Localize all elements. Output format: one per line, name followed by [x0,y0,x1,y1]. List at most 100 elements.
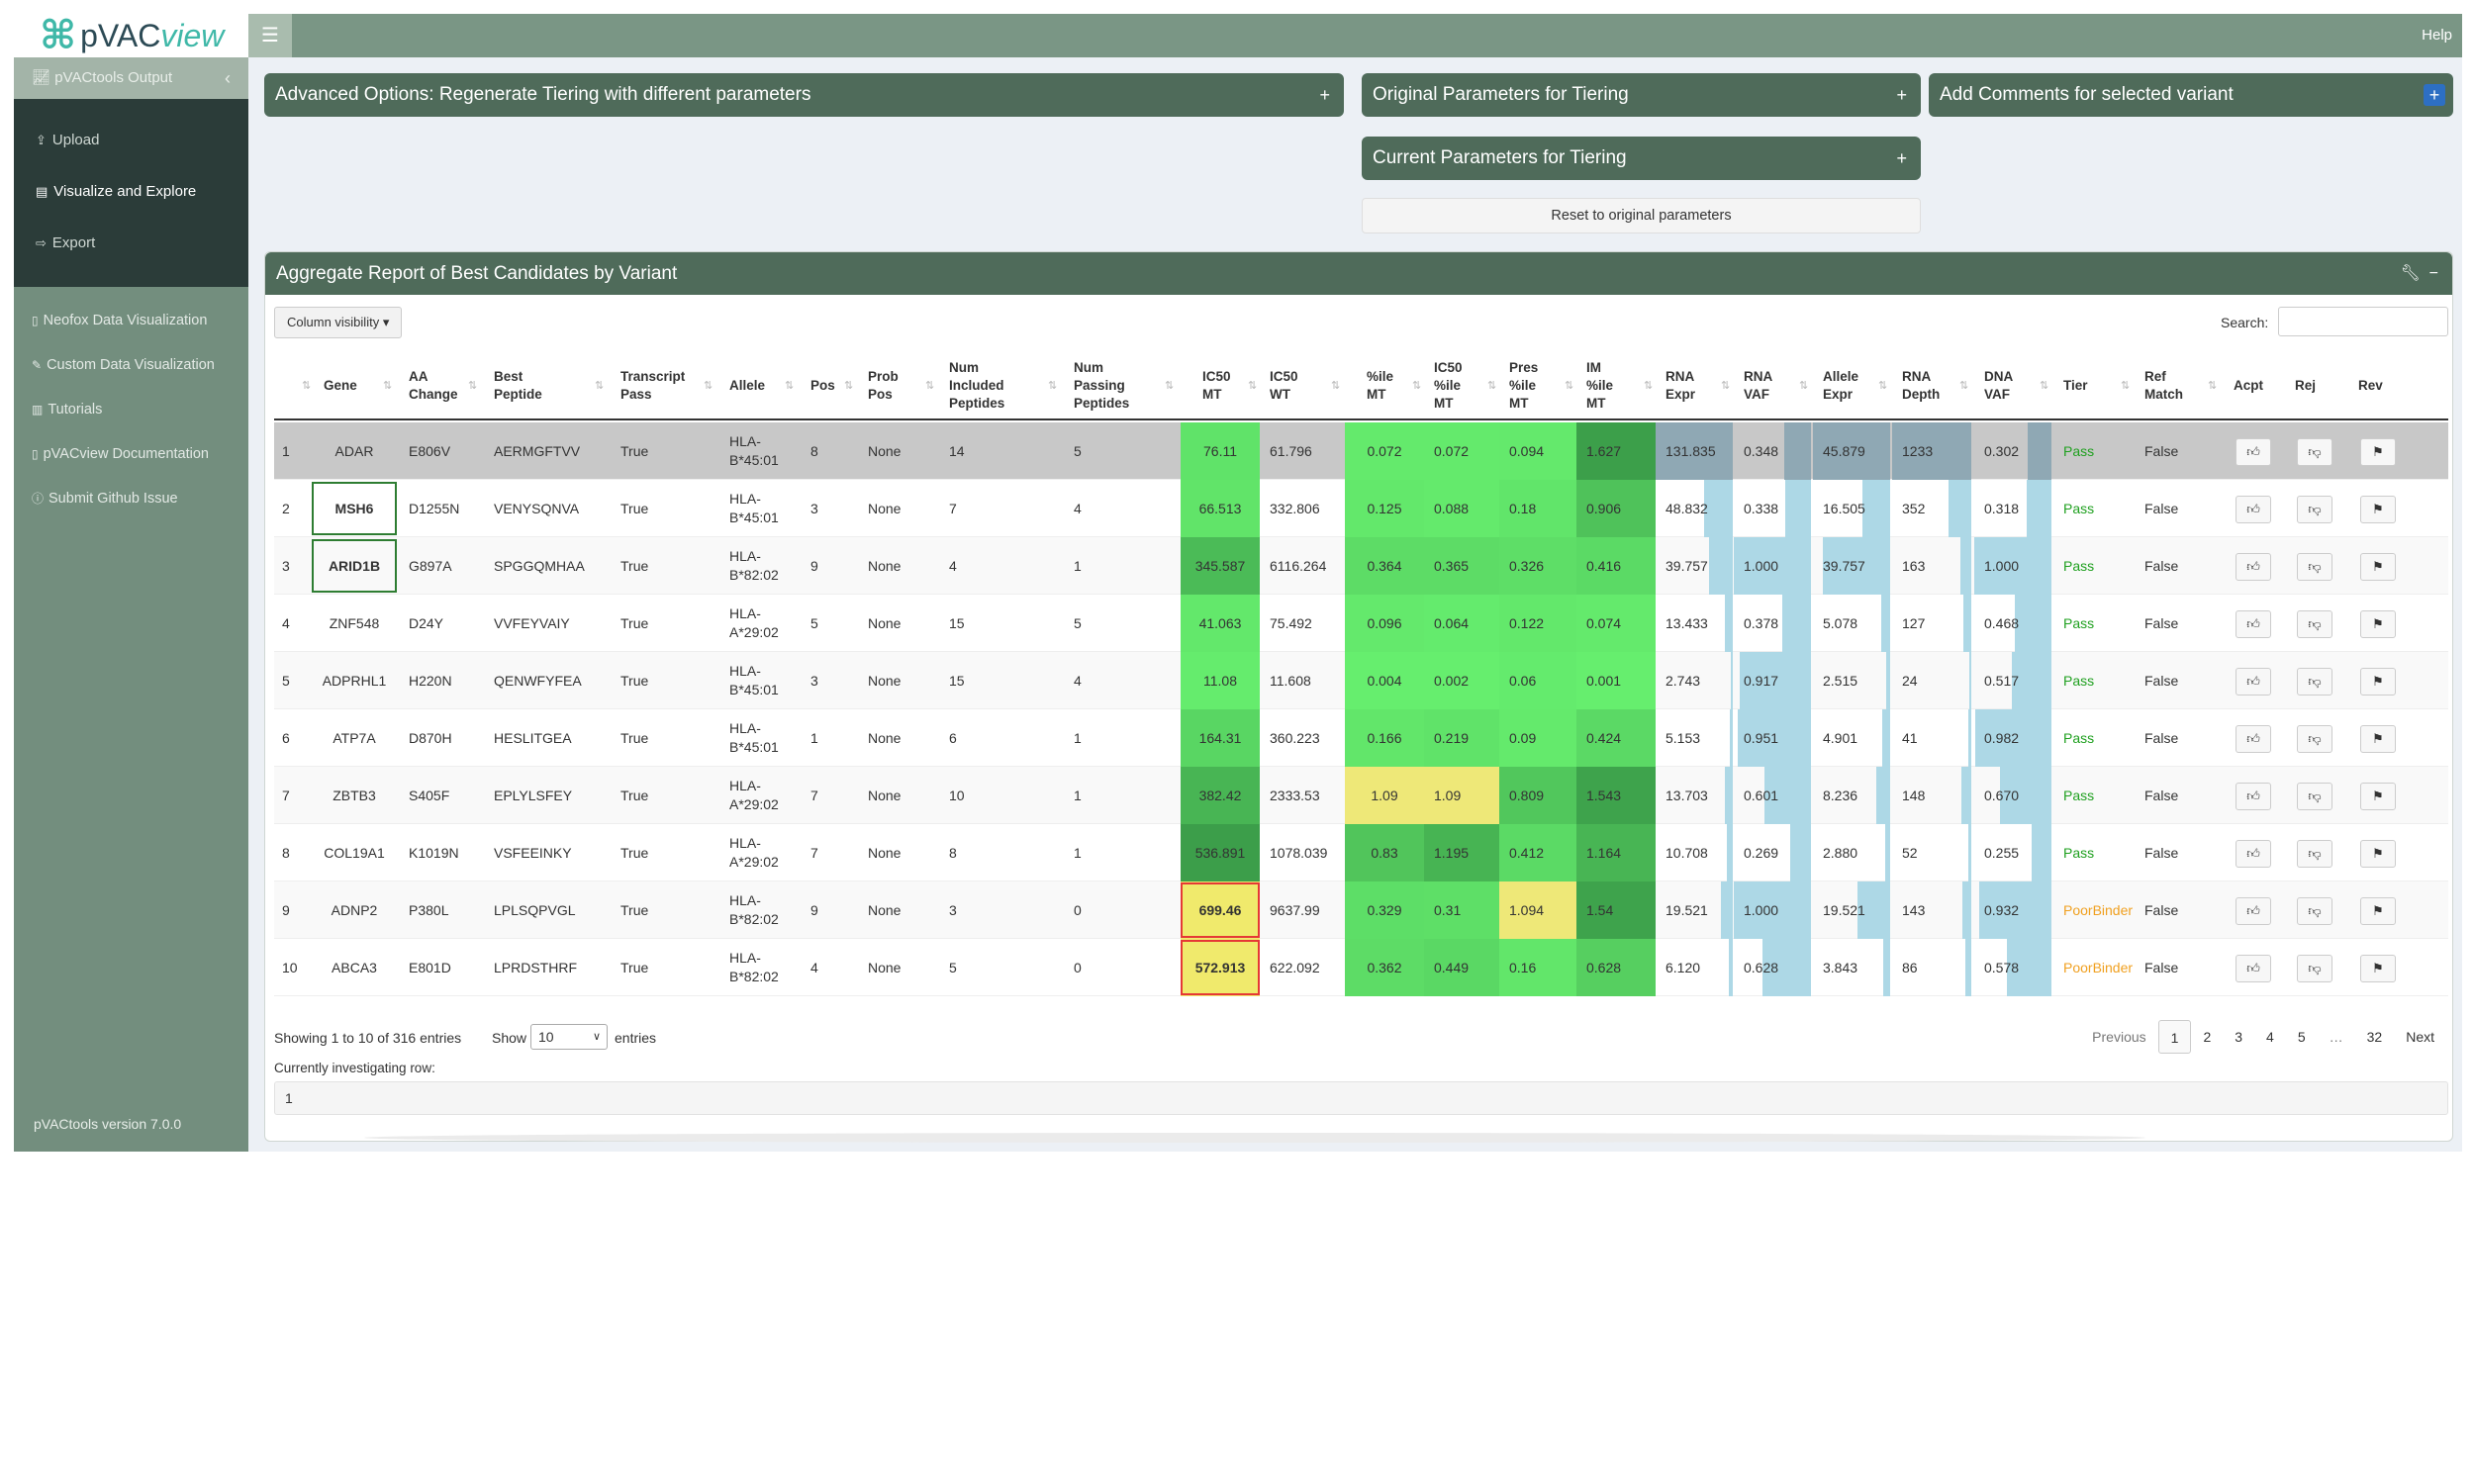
column-header-pctmt[interactable]: %ile MT [1367,351,1432,420]
reject-button[interactable]: 👎︎ [2297,840,2332,868]
table-row[interactable]: 9 ADNP2 P380L LPLSQPVGL True HLA- B*82:02 9 Non… [274,881,2448,939]
sort-icon[interactable]: ⇅ [1331,380,1341,392]
reject-button[interactable]: 👎︎ [2297,955,2332,982]
column-visibility-button[interactable]: Column visibility ▾ [274,307,403,338]
sort-icon[interactable]: ⇅ [468,380,478,392]
sort-icon[interactable]: ⇅ [704,380,714,392]
sort-icon[interactable]: ⇅ [1412,380,1422,392]
table-row[interactable]: 10 ABCA3 E801D LPRDSTHRF True HLA- B*82:02 4 No… [274,939,2448,996]
table-row[interactable]: 8 COL19A1 K1019N VSFEEINKY True HLA- A*29:02 7… [274,824,2448,881]
table-row[interactable]: 1 ADAR E806V AERMGFTVV True HLA- B*45:01 8 None… [274,422,2448,480]
plus-icon[interactable]: + [1896,148,1907,168]
column-header-alleleexpr[interactable]: Allele Expr [1823,351,1886,420]
entries-select[interactable]: 10 ∨ [530,1024,608,1050]
accept-button[interactable]: 👍︎ [2236,553,2271,581]
column-header-pos[interactable]: Pos [810,351,852,420]
review-button[interactable]: ⚑ [2360,553,2396,581]
accept-button[interactable]: 👍︎ [2236,610,2271,638]
reject-button[interactable]: 👎︎ [2297,553,2332,581]
column-header-ic50wt[interactable]: IC50 WT [1270,351,1339,420]
sort-icon[interactable]: ⇅ [1048,380,1058,392]
sort-icon[interactable]: ⇅ [785,380,795,392]
previous-page-button[interactable]: Previous [2092,1029,2146,1045]
plus-icon[interactable]: + [2424,84,2445,106]
reset-parameters-button[interactable]: Reset to original parameters [1362,198,1921,233]
sort-icon[interactable]: ⇅ [925,380,935,392]
sort-icon[interactable]: ⇅ [595,380,605,392]
accept-button[interactable]: 👍︎ [2236,783,2271,810]
page-button-32[interactable]: 32 [2366,1029,2383,1045]
column-header-rej[interactable]: Rej [2295,351,2340,420]
column-header-gene[interactable]: Gene [324,351,391,420]
sidebar-link-docs[interactable]: ▯ pVACview Documentation [14,430,248,475]
review-button[interactable]: ⚑ [2360,897,2396,925]
review-button[interactable]: ⚑ [2360,840,2396,868]
page-button-4[interactable]: 4 [2266,1029,2274,1045]
page-button-2[interactable]: 2 [2203,1029,2212,1045]
column-header-ic50pct[interactable]: IC50 %ile MT [1434,351,1495,420]
column-header-dnavaf[interactable]: DNA VAF [1984,351,2047,420]
sort-icon[interactable]: ⇅ [2040,380,2049,392]
table-row[interactable]: 5 ADPRHL1 H220N QENWFYFEA True HLA- B*45:01 3 N… [274,652,2448,709]
next-page-button[interactable]: Next [2406,1029,2434,1045]
column-header-acpt[interactable]: Acpt [2234,351,2277,420]
reject-button[interactable]: 👎︎ [2297,496,2332,523]
review-button[interactable]: ⚑ [2360,783,2396,810]
sort-icon[interactable]: ⇅ [1644,380,1654,392]
sidebar-link-custom[interactable]: ✎ Custom Data Visualization [14,341,248,386]
sort-icon[interactable]: ⇅ [1565,380,1574,392]
column-header-refmatch[interactable]: Ref Match [2144,351,2216,420]
collapse-icon[interactable]: − [2428,265,2438,282]
sort-icon[interactable]: ⇅ [1959,380,1969,392]
sort-icon[interactable]: ⇅ [1248,380,1258,392]
reject-button[interactable]: 👎︎ [2297,438,2332,466]
column-header-allele[interactable]: Allele [729,351,793,420]
sort-icon[interactable]: ⇅ [844,380,854,392]
column-header-numincl[interactable]: Num Included Peptides [949,351,1056,420]
page-button-1[interactable]: 1 [2157,1020,2192,1054]
column-header-probpos[interactable]: Prob Pos [868,351,933,420]
sort-icon[interactable]: ⇅ [2208,380,2218,392]
accept-button[interactable]: 👍︎ [2236,438,2271,466]
column-header-rnaexpr[interactable]: RNA Expr [1665,351,1729,420]
page-button-3[interactable]: 3 [2235,1029,2243,1045]
sidebar-link-tutorials[interactable]: ▥ Tutorials [14,386,248,430]
review-button[interactable]: ⚑ [2360,725,2396,753]
column-header-prespct[interactable]: Pres %ile MT [1509,351,1572,420]
column-header-numpass[interactable]: Num Passing Peptides [1074,351,1173,420]
add-comments-panel[interactable]: Add Comments for selected variant + [1929,73,2453,117]
column-header-peptide[interactable]: Best Peptide [494,351,603,420]
sort-icon[interactable]: ⇅ [383,380,393,392]
column-header-rev[interactable]: Rev [2358,351,2404,420]
plus-icon[interactable]: + [1896,85,1907,105]
sidebar-item-upload[interactable]: ⇪ Upload [14,115,248,166]
sidebar-link-neofox[interactable]: ▯ Neofox Data Visualization [14,297,248,341]
table-row[interactable]: 7 ZBTB3 S405F EPLYLSFEY True HLA- A*29:02 7 Non… [274,767,2448,824]
accept-button[interactable]: 👍︎ [2236,897,2271,925]
sort-icon[interactable]: ⇅ [1165,380,1175,392]
column-header-impct[interactable]: IM %ile MT [1586,351,1652,420]
advanced-options-panel[interactable]: Advanced Options: Regenerate Tiering wit… [264,73,1344,117]
reject-button[interactable]: 👎︎ [2297,610,2332,638]
sidebar-header[interactable]: 📈︎ pVACtools Output ‹ [14,57,248,99]
current-parameters-panel[interactable]: Current Parameters for Tiering + [1362,137,1921,180]
chevron-left-icon[interactable]: ‹ [225,68,231,88]
reject-button[interactable]: 👎︎ [2297,897,2332,925]
sidebar-item-export[interactable]: ⇨ Export [14,218,248,269]
reject-button[interactable]: 👎︎ [2297,783,2332,810]
page-button-5[interactable]: 5 [2297,1029,2306,1045]
reject-button[interactable]: 👎︎ [2297,725,2332,753]
wrench-icon[interactable]: 🔧︎ [2400,265,2421,282]
hamburger-menu-icon[interactable]: ☰ [248,14,292,57]
search-input[interactable] [2278,307,2448,336]
review-button[interactable]: ⚑ [2360,668,2396,696]
sort-icon[interactable]: ⇅ [1878,380,1888,392]
accept-button[interactable]: 👍︎ [2236,668,2271,696]
accept-button[interactable]: 👍︎ [2236,496,2271,523]
accept-button[interactable]: 👍︎ [2236,725,2271,753]
original-parameters-panel[interactable]: Original Parameters for Tiering + [1362,73,1921,117]
column-header-tier[interactable]: Tier [2063,351,2129,420]
sort-icon[interactable]: ⇅ [1799,380,1809,392]
reject-button[interactable]: 👎︎ [2297,668,2332,696]
sort-icon[interactable]: ⇅ [2121,380,2131,392]
